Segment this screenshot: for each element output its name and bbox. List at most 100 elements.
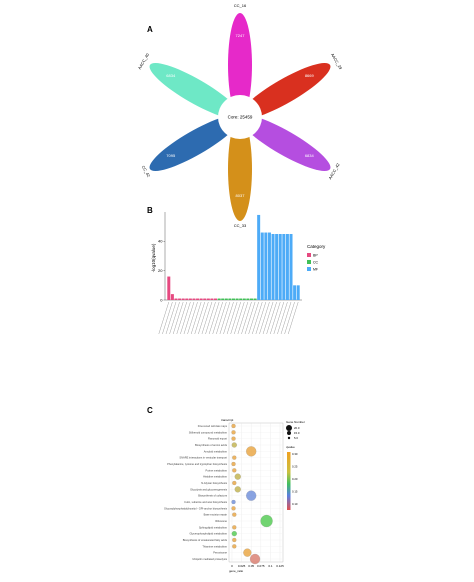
petal-cc-42: 7095 CC_42	[141, 115, 241, 179]
x-tick-label-mark	[183, 301, 195, 335]
row-label: Histidine metabolism	[203, 475, 227, 479]
y-axis-label: -log10(qvalue)	[151, 243, 156, 272]
petal-value: 8669	[305, 73, 315, 78]
size-legend-dot	[287, 436, 291, 440]
petal-value: 6834	[305, 153, 315, 158]
bar-mf	[289, 234, 293, 300]
row-label: N-Glycan biosynthesis	[201, 481, 228, 485]
petal-name: CC_16	[234, 3, 247, 8]
color-legend-tick: 0.10	[292, 502, 298, 506]
color-legend-tick: 0.25	[292, 465, 298, 469]
bar-mf	[271, 234, 275, 300]
bubble-point	[231, 442, 237, 448]
bar-cc	[224, 298, 228, 300]
x-tick-label-mark	[280, 301, 292, 335]
row-label: Glycerophospholipid metabolism	[190, 532, 227, 536]
bar-cc	[246, 298, 250, 300]
bubble-point	[234, 486, 241, 493]
petal-value: 8037	[236, 193, 246, 198]
petal-name: AACC_29	[330, 52, 344, 71]
x-tick-label-mark	[158, 301, 169, 335]
bar-bp	[185, 298, 189, 300]
row-label: Flavonoid export	[208, 437, 227, 441]
x-tick-label-mark	[284, 301, 295, 335]
bubble-point	[231, 506, 236, 511]
legend-swatch-cc	[307, 260, 311, 264]
bubble-point	[249, 553, 261, 565]
x-tick-label-mark	[223, 301, 234, 335]
bar-mf	[278, 234, 282, 300]
bubble-title: transcript	[221, 418, 234, 422]
x-tick-label: 0	[231, 564, 233, 568]
x-tick-label-mark	[273, 301, 284, 335]
bar-bp	[167, 276, 171, 300]
petal-name: AACC_40	[137, 52, 151, 71]
size-legend-dot	[286, 425, 292, 431]
color-legend-title: qvalue	[286, 445, 295, 449]
x-tick-label-mark	[219, 301, 231, 335]
x-tick-label-mark	[262, 301, 274, 335]
x-tick-label-mark	[230, 301, 241, 335]
bubble-point	[231, 430, 236, 435]
row-label: Ribosome	[215, 519, 227, 523]
row-label: Peroxisome	[213, 551, 227, 555]
petal-shape	[149, 115, 241, 171]
row-label: Thiamine metabolism	[202, 544, 227, 548]
bar-bp	[174, 298, 178, 300]
x-tick-label-mark	[169, 301, 180, 335]
bubble-point	[231, 461, 236, 467]
row-label: SNARE interactions in vesicular transpor…	[179, 456, 227, 460]
x-tick-label: 0.075	[257, 564, 265, 568]
row-label: Glycolysis and gluconeogenesis	[190, 487, 228, 491]
bar-mf	[282, 234, 286, 300]
panel-label-b: B	[147, 206, 153, 215]
color-legend-tick: 0.15	[292, 490, 298, 494]
row-label: Base excision repair	[204, 513, 227, 517]
x-tick-label-mark	[212, 301, 223, 335]
bubble-point	[232, 480, 237, 486]
core-circle	[218, 95, 262, 139]
bar-bp	[210, 298, 214, 300]
y-tick-label: 20	[158, 268, 163, 273]
legend-label: MF	[313, 268, 318, 272]
core-label: Core: 25459	[228, 115, 253, 120]
size-legend-label: 5.0	[294, 436, 298, 440]
x-tick-label-mark	[288, 301, 299, 335]
x-tick-label: 0.05	[248, 564, 254, 568]
row-label: Phenylalanine, tyrosine and tryptophan b…	[167, 462, 228, 466]
bar-bp	[181, 298, 185, 300]
size-legend-label: 15.0	[294, 431, 300, 435]
bubble-point	[231, 531, 237, 537]
bar-cc	[242, 298, 246, 300]
color-legend-tick: 0.20	[292, 477, 298, 481]
row-label: Amyloid metabolism	[204, 449, 227, 453]
bar-bp	[192, 298, 196, 300]
bubble-point	[232, 455, 237, 460]
x-tick-label-mark	[237, 301, 249, 335]
x-tick-label-mark	[277, 301, 288, 335]
petal-shape	[239, 115, 331, 171]
bar-axes: 0 20 40	[158, 212, 302, 335]
x-tick-label: 0.1	[268, 564, 273, 568]
bar-cc	[235, 298, 239, 300]
bar-mf	[264, 232, 268, 300]
x-tick-label-mark	[226, 301, 238, 335]
petal-shape	[228, 117, 252, 221]
panel-label-c: C	[147, 406, 153, 415]
bubble-point	[246, 490, 257, 501]
petal-name: CC_33	[234, 223, 247, 228]
size-legend-dot	[287, 431, 291, 435]
x-tick-label-mark	[234, 301, 245, 335]
legend-swatch-bp	[307, 253, 311, 257]
petal-value: 7095	[166, 153, 176, 158]
bar-series	[167, 214, 300, 300]
x-tick-label-mark	[248, 301, 259, 335]
panel-label-a: A	[147, 25, 153, 34]
bubble-point	[232, 544, 237, 549]
bar-cc	[232, 298, 235, 300]
bar-mf	[296, 285, 300, 300]
bubble-point	[243, 548, 252, 557]
row-label: Ubiquitin mediated proteolysis	[192, 557, 227, 561]
petal-cc-16: 7247 CC_16	[228, 3, 252, 117]
